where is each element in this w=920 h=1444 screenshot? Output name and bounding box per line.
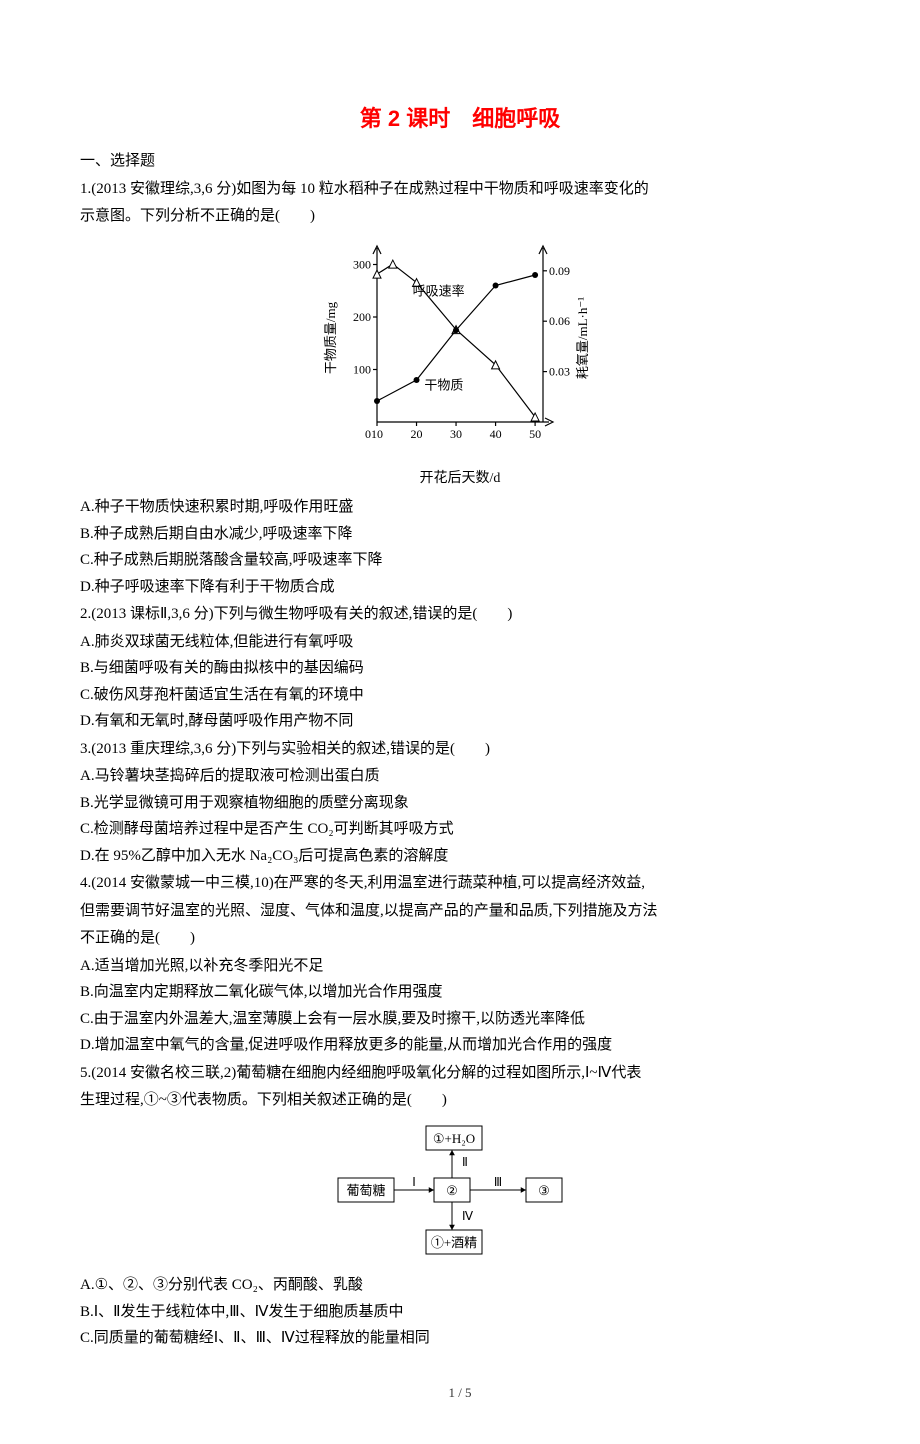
svg-text:①+H₂O: ①+H₂O (433, 1131, 475, 1146)
svg-text:耗氧量/mL·h⁻¹: 耗氧量/mL·h⁻¹ (575, 297, 590, 379)
q2-opt-a: A.肺炎双球菌无线粒体,但能进行有氧呼吸 (80, 630, 840, 656)
svg-text:Ⅰ: Ⅰ (412, 1175, 416, 1189)
svg-text:Ⅱ: Ⅱ (462, 1155, 468, 1169)
svg-text:②: ② (446, 1183, 458, 1198)
svg-text:30: 30 (450, 427, 462, 441)
q4-opt-b: B.向温室内定期释放二氧化碳气体,以增加光合作用强度 (80, 980, 840, 1006)
q2-stem-line: 2.(2013 课标Ⅱ,3,6 分)下列与微生物呼吸有关的叙述,错误的是( ) (80, 602, 840, 628)
svg-text:Ⅲ: Ⅲ (494, 1175, 502, 1189)
svg-text:300: 300 (353, 257, 371, 271)
page-footer: 1 / 5 (80, 1382, 840, 1404)
svg-text:③: ③ (538, 1183, 550, 1198)
q3-opt-d: D.在 95%乙醇中加入无水 Na₂CO₃后可提高色素的溶解度 (80, 844, 840, 870)
svg-text:0: 0 (365, 427, 371, 441)
q4-stem-line: 4.(2014 安徽蒙城一中三模,10)在严寒的冬天,利用温室进行蔬菜种植,可以… (80, 871, 840, 897)
svg-text:0.03: 0.03 (549, 364, 570, 378)
svg-text:①+酒精: ①+酒精 (431, 1235, 477, 1250)
figure-1: 10 20 30 40 50 100 200 300 0 0.03 0.06 0.09 干物质量/mg 耗… (80, 236, 840, 491)
figure-1-caption: 开花后天数/d (80, 467, 840, 491)
q5-stem-line: 生理过程,①~③代表物质。下列相关叙述正确的是( ) (80, 1088, 840, 1114)
q3-opt-a: A.马铃薯块茎捣碎后的提取液可检测出蛋白质 (80, 764, 840, 790)
svg-text:呼吸速率: 呼吸速率 (413, 283, 465, 298)
q2-opt-d: D.有氧和无氧时,酵母菌呼吸作用产物不同 (80, 709, 840, 735)
q2-opt-c: C.破伤风芽孢杆菌适宜生活在有氧的环境中 (80, 683, 840, 709)
q3-opt-c: C.检测酵母菌培养过程中是否产生 CO₂可判断其呼吸方式 (80, 817, 840, 843)
q2-opt-b: B.与细菌呼吸有关的酶由拟核中的基因编码 (80, 656, 840, 682)
svg-text:200: 200 (353, 310, 371, 324)
figure-2: 葡萄糖 ② ③ ①+H₂O ①+酒精 Ⅰ Ⅱ Ⅲ Ⅳ (80, 1120, 840, 1270)
q1-opt-b: B.种子成熟后期自由水减少,呼吸速率下降 (80, 522, 840, 548)
page-title: 第 2 课时 细胞呼吸 (80, 100, 840, 137)
q1-opt-a: A.种子干物质快速积累时期,呼吸作用旺盛 (80, 495, 840, 521)
q1-stem-line: 示意图。下列分析不正确的是( ) (80, 204, 840, 230)
svg-text:0.09: 0.09 (549, 264, 570, 278)
q3-opt-b: B.光学显微镜可用于观察植物细胞的质壁分离现象 (80, 791, 840, 817)
q4-opt-d: D.增加温室中氧气的含量,促进呼吸作用释放更多的能量,从而增加光合作用的强度 (80, 1033, 840, 1059)
section-heading: 一、选择题 (80, 149, 840, 175)
q1-opt-c: C.种子成熟后期脱落酸含量较高,呼吸速率下降 (80, 548, 840, 574)
q5-opt-b: B.Ⅰ、Ⅱ发生于线粒体中,Ⅲ、Ⅳ发生于细胞质基质中 (80, 1300, 840, 1326)
svg-text:葡萄糖: 葡萄糖 (346, 1183, 385, 1198)
svg-text:50: 50 (529, 427, 541, 441)
q4-opt-a: A.适当增加光照,以补充冬季阳光不足 (80, 954, 840, 980)
q4-opt-c: C.由于温室内外温差大,温室薄膜上会有一层水膜,要及时擦干,以防透光率降低 (80, 1007, 840, 1033)
svg-text:100: 100 (353, 362, 371, 376)
q4-stem-line: 但需要调节好温室的光照、湿度、气体和温度,以提高产品的产量和品质,下列措施及方法 (80, 899, 840, 925)
svg-text:干物质: 干物质 (424, 377, 463, 392)
svg-text:0.06: 0.06 (549, 314, 570, 328)
q5-opt-c: C.同质量的葡萄糖经Ⅰ、Ⅱ、Ⅲ、Ⅳ过程释放的能量相同 (80, 1326, 840, 1352)
svg-text:10: 10 (371, 427, 383, 441)
svg-text:干物质量/mg: 干物质量/mg (323, 301, 338, 374)
q5-opt-a: A.①、②、③分别代表 CO₂、丙酮酸、乳酸 (80, 1273, 840, 1299)
q4-stem-line: 不正确的是( ) (80, 926, 840, 952)
page-container: 第 2 课时 细胞呼吸 一、选择题 1.(2013 安徽理综,3,6 分)如图为… (0, 0, 920, 1444)
svg-text:20: 20 (411, 427, 423, 441)
svg-text:Ⅳ: Ⅳ (462, 1209, 473, 1223)
q3-stem-line: 3.(2013 重庆理综,3,6 分)下列与实验相关的叙述,错误的是( ) (80, 737, 840, 763)
q1-opt-d: D.种子呼吸速率下降有利于干物质合成 (80, 575, 840, 601)
q5-stem-line: 5.(2014 安徽名校三联,2)葡萄糖在细胞内经细胞呼吸氧化分解的过程如图所示… (80, 1061, 840, 1087)
q1-stem-line: 1.(2013 安徽理综,3,6 分)如图为每 10 粒水稻种子在成熟过程中干物… (80, 177, 840, 203)
svg-text:40: 40 (490, 427, 502, 441)
